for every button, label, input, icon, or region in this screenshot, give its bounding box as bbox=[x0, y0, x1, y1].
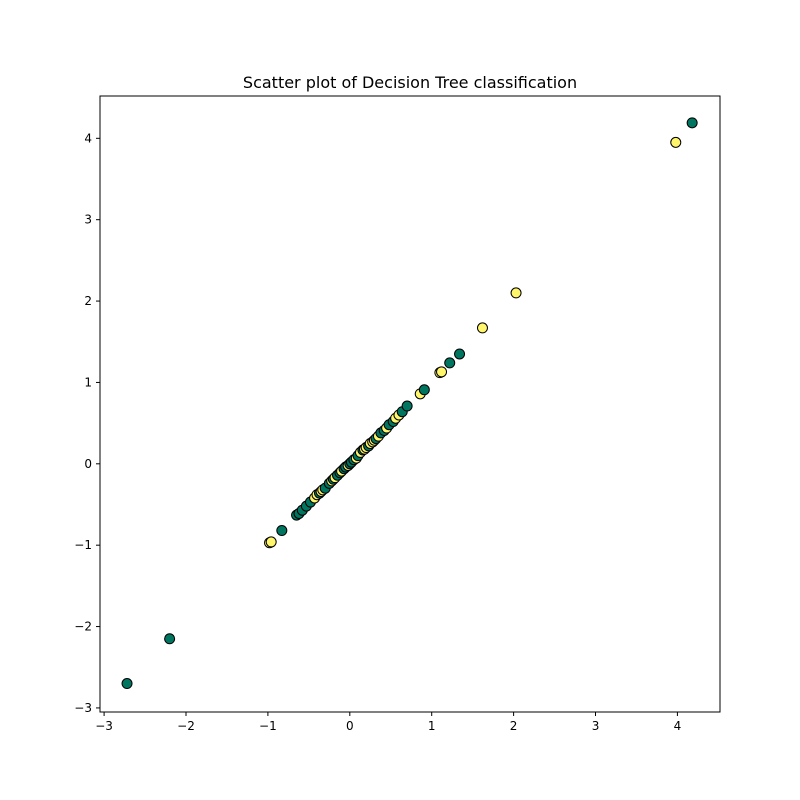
scatter-point-0 bbox=[121, 678, 133, 690]
scatter-point-57 bbox=[510, 287, 522, 299]
x-tick-label: 1 bbox=[428, 719, 436, 733]
scatter-point-56 bbox=[476, 322, 488, 334]
scatter-point-1 bbox=[164, 633, 176, 645]
y-tick-label: −2 bbox=[74, 620, 92, 634]
scatter-point-3 bbox=[265, 536, 277, 548]
y-tick-label: 3 bbox=[84, 213, 92, 227]
y-tick-label: 1 bbox=[84, 375, 92, 389]
y-tick-label: 4 bbox=[84, 131, 92, 145]
scatter-point-58 bbox=[670, 136, 682, 148]
scatter-point-59 bbox=[686, 117, 698, 129]
x-tick-label: 2 bbox=[510, 719, 518, 733]
points-layer bbox=[121, 117, 698, 690]
x-tick-label: −2 bbox=[177, 719, 195, 733]
scatter-point-49 bbox=[401, 400, 413, 412]
scatter-point-54 bbox=[444, 357, 456, 369]
x-tick-label: −3 bbox=[95, 719, 113, 733]
plot-frame bbox=[99, 95, 721, 713]
scatter-point-4 bbox=[276, 525, 288, 537]
x-tick-label: 3 bbox=[592, 719, 600, 733]
ticks-layer: −3 −2 −1 0 1 2 3 4 −3 −2 −1 0 1 2 3 4 bbox=[74, 131, 681, 733]
scatter-point-55 bbox=[454, 348, 466, 360]
y-tick-label: −3 bbox=[74, 701, 92, 715]
x-tick-label: 0 bbox=[346, 719, 354, 733]
x-tick-label: −1 bbox=[259, 719, 277, 733]
x-tick-label: 4 bbox=[674, 719, 682, 733]
y-tick-label: 2 bbox=[84, 294, 92, 308]
y-tick-label: −1 bbox=[74, 538, 92, 552]
scatter-point-51 bbox=[418, 384, 430, 396]
y-tick-label: 0 bbox=[84, 457, 92, 471]
chart-title: Scatter plot of Decision Tree classifica… bbox=[243, 73, 577, 92]
scatter-point-53 bbox=[436, 366, 448, 378]
